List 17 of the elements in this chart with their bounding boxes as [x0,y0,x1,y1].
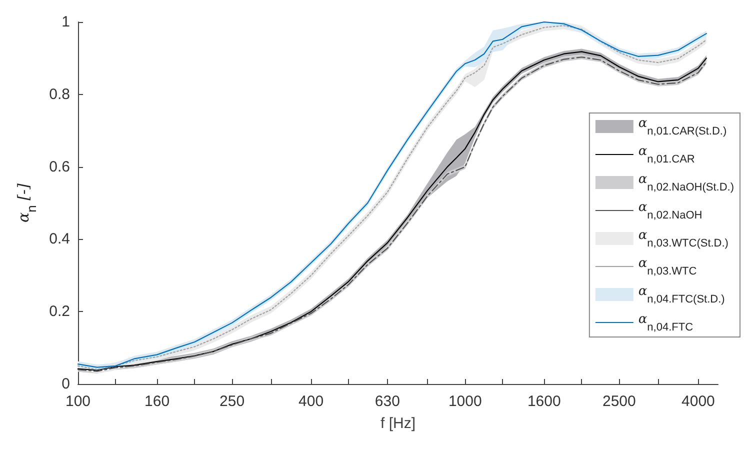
y-tick-label: 0.8 [49,86,70,103]
x-axis-title: f [Hz] [380,415,416,432]
x-tick-label: 2500 [602,393,636,410]
x-tick-label: 160 [144,393,170,410]
x-tick-label: 1600 [527,393,561,410]
y-tick-label: 1 [62,14,70,30]
x-tick-label: 100 [65,393,91,410]
x-tick-label: 630 [374,393,400,410]
y-axis-title: αn [-] [14,183,39,222]
x-tick-label: 400 [298,393,324,410]
y-tick-label: 0.4 [49,230,70,248]
x-tick-label: 4000 [682,393,715,410]
y-tick-label: 0.2 [49,303,70,320]
y-tick-label: 0.6 [49,158,70,176]
x-tick-label: 1000 [448,393,482,410]
x-tick-label: 250 [220,393,245,410]
y-tick-label: 0 [62,376,70,392]
